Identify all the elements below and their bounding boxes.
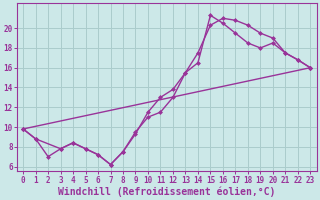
X-axis label: Windchill (Refroidissement éolien,°C): Windchill (Refroidissement éolien,°C) bbox=[58, 186, 276, 197]
